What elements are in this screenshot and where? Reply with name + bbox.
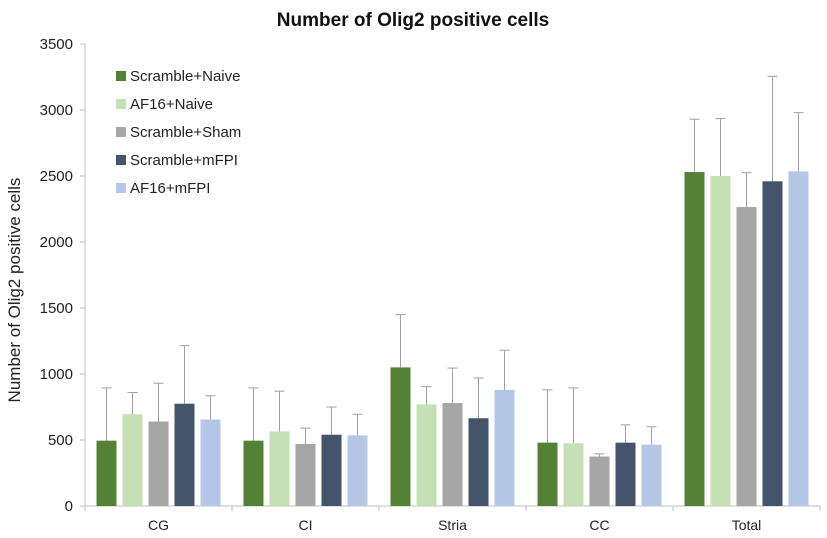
bar (390, 367, 411, 506)
x-tick-label: CG (148, 517, 169, 533)
legend-label: AF16+mFPI (130, 180, 210, 197)
legend-swatch (116, 127, 126, 137)
bar (762, 181, 783, 506)
bar (589, 456, 610, 506)
bar (148, 421, 169, 506)
bar (615, 442, 636, 506)
x-tick-label: Total (732, 517, 762, 533)
legend: Scramble+Naive AF16+Naive Scramble+Sham Scr… (116, 68, 241, 197)
y-tick-label: 3500 (40, 36, 73, 53)
y-tick-label: 3000 (40, 102, 73, 119)
bar (494, 389, 515, 506)
bar (347, 435, 368, 506)
y-tick-label: 500 (48, 432, 73, 449)
bar (122, 414, 143, 506)
legend-swatch (116, 71, 126, 81)
bar (684, 172, 705, 507)
x-tick-label: CC (589, 517, 609, 533)
bar (468, 418, 489, 506)
bar (641, 444, 662, 506)
x-tick-label: CI (299, 517, 313, 533)
y-tick-label: 0 (65, 498, 73, 515)
bar (788, 171, 809, 506)
y-axis-label: Number of Olig2 positive cells (5, 178, 24, 403)
legend-swatch (116, 183, 126, 193)
bar (243, 440, 264, 506)
chart-title: Number of Olig2 positive cells (277, 10, 549, 31)
x-tick-labels: CG CI Stria CC Total (84, 506, 821, 533)
bar (269, 431, 290, 506)
bar (563, 443, 584, 506)
bar (96, 440, 117, 506)
bar (736, 207, 757, 506)
legend-label: Scramble+mFPI (130, 152, 238, 169)
bar (710, 176, 731, 506)
bar (537, 442, 558, 506)
legend-label: AF16+Naive (130, 96, 213, 113)
bar (442, 403, 463, 506)
y-tick-label: 2500 (40, 168, 73, 185)
legend-label: Scramble+Sham (130, 124, 241, 141)
bars (96, 171, 809, 507)
y-ticks: 0 500 1000 1500 2000 2500 3000 3500 (40, 36, 85, 515)
bar (174, 403, 195, 506)
bar (321, 434, 342, 506)
bar (295, 443, 316, 506)
bar (416, 404, 437, 506)
bar (200, 419, 221, 506)
y-tick-label: 1000 (40, 366, 73, 383)
y-tick-label: 1500 (40, 300, 73, 317)
error-bars (101, 75, 804, 457)
legend-swatch (116, 99, 126, 109)
y-tick-label: 2000 (40, 234, 73, 251)
x-tick-label: Stria (438, 517, 467, 533)
legend-swatch (116, 155, 126, 165)
legend-label: Scramble+Naive (130, 68, 240, 85)
